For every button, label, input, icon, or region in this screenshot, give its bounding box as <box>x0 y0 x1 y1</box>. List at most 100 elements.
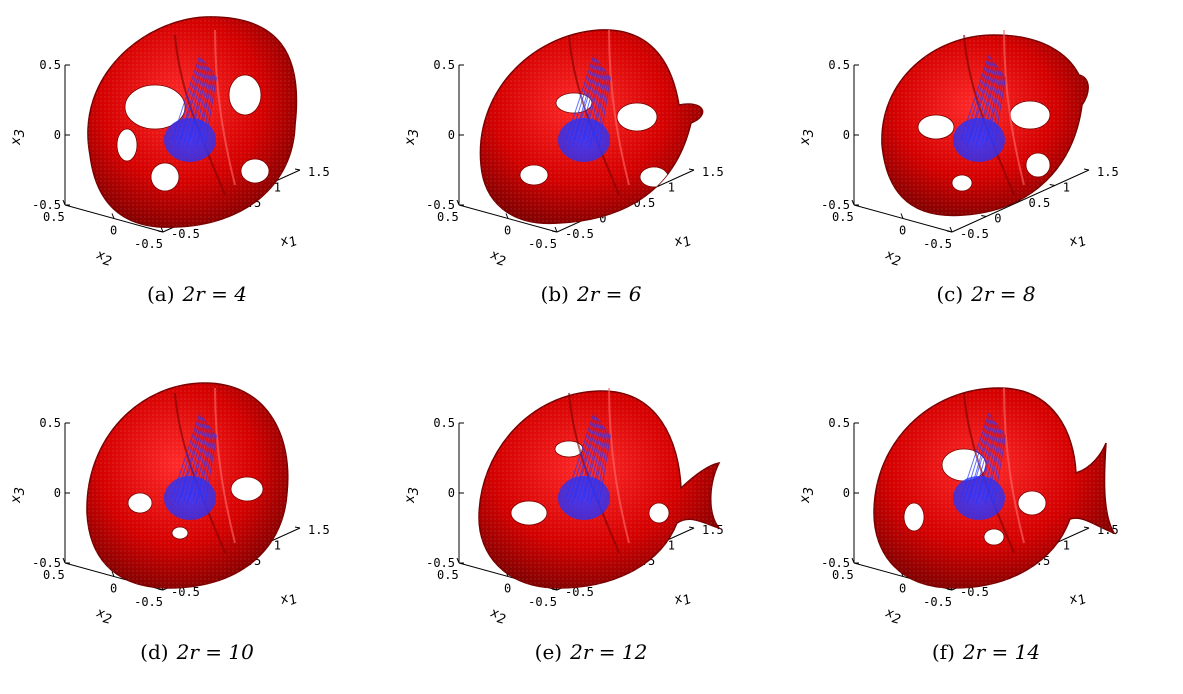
surface-ridge <box>1003 29 1025 186</box>
trajectory-streak <box>987 72 1003 141</box>
trajectory-streak <box>586 426 605 502</box>
surface-hole <box>1017 490 1047 516</box>
panel-e: 0.50-0.5x30.50-0.5x2-0.500.511.5x1(e)2r … <box>394 358 788 694</box>
trajectory-streak <box>589 70 607 147</box>
surface-hole <box>519 164 549 186</box>
trajectory-streak <box>180 60 205 141</box>
x2-tick-mark <box>949 226 953 233</box>
x3-tick-label: 0.5 <box>828 58 850 72</box>
trajectory-streak <box>972 420 996 502</box>
trajectory-streak <box>592 72 608 141</box>
subfigure-caption: (b) 2r = 6 <box>394 282 788 306</box>
panel-f: 0.50-0.5x30.50-0.5x2-0.500.511.5x1(f)2r … <box>789 358 1183 694</box>
panel-a: 0.50-0.5x30.50-0.5x2-0.500.511.5x1(a)2r … <box>0 0 394 336</box>
x1-tick-mark <box>157 230 164 233</box>
surface-hole <box>228 74 262 116</box>
x1-axis-label: x1 <box>1066 230 1088 254</box>
x1-tick-mark <box>294 168 301 171</box>
trajectory-streak <box>192 68 211 144</box>
trajectory-streak <box>969 418 994 499</box>
trajectory-streak <box>589 428 607 505</box>
trajectory <box>164 54 217 162</box>
trajectory-streak <box>963 414 991 502</box>
x3-tick-label: 0 <box>54 486 61 500</box>
trajectory-streak <box>189 66 210 141</box>
x2-tick-mark <box>554 226 558 233</box>
subfigure-caption: (a) 2r = 4 <box>0 282 394 306</box>
x3-axis-label: x3 <box>403 487 422 504</box>
x1-tick-label: 0.5 <box>1029 196 1051 210</box>
surface-hole <box>510 500 548 526</box>
x2-tick-label: 0.5 <box>43 210 65 224</box>
x2-tick-label: 0.5 <box>43 568 65 582</box>
x3-tick-label: 0 <box>843 486 850 500</box>
x2-tick-mark <box>851 557 855 564</box>
x2-axis-label: x2 <box>93 605 114 628</box>
x3-tick-label: -0.5 <box>821 556 850 570</box>
x1-tick-mark <box>981 215 987 217</box>
x2-tick-label: 0 <box>110 582 117 596</box>
subfigure-caption: (f) 2r = 14 <box>789 640 1183 664</box>
trajectory-streak <box>984 70 1002 147</box>
x1-tick-label: 1.5 <box>308 523 330 537</box>
x2-tick-mark <box>111 213 115 219</box>
x2-tick-label: -0.5 <box>528 237 557 251</box>
x2-tick-label: 0 <box>504 224 511 238</box>
trajectory-streak <box>984 428 1002 505</box>
trajectory-streak <box>571 416 598 505</box>
x1-axis-label: x1 <box>671 230 693 254</box>
x1-tick-label: 1.5 <box>702 165 724 179</box>
trajectory-streak <box>972 62 996 144</box>
x1-tick-label: 1 <box>668 539 675 553</box>
subfigure-equation: 2r = 10 <box>176 640 254 664</box>
x3-axis-label: x3 <box>9 129 28 146</box>
x3-tick-label: -0.5 <box>32 198 61 212</box>
trajectory-streak <box>960 412 990 499</box>
trajectory-streak <box>960 54 990 141</box>
panel-b: 0.5 0 -0.5 x3 0.5 0 -0.5 x2 -0.5 0 0.5 1 1.5 x1 (b) 2r … <box>394 0 788 336</box>
x1-tick-mark <box>551 230 558 233</box>
x1-tick-label: 0 <box>994 212 1001 226</box>
x2-tick-mark <box>900 213 904 219</box>
surface-ridge <box>608 387 630 544</box>
x2-tick-label: -0.5 <box>923 595 952 609</box>
subfigure-equation: 2r = 6 <box>576 282 642 306</box>
trajectory-streak <box>990 74 1005 144</box>
x1-tick-label: -0.5 <box>171 227 200 241</box>
trajectory-streak <box>595 432 610 502</box>
trajectory-streak <box>966 58 993 147</box>
surface-hole <box>917 114 955 140</box>
trajectory-streak <box>568 56 596 144</box>
x3-tick-label: 0.5 <box>39 416 61 430</box>
x2-tick-label: 0.5 <box>437 210 459 224</box>
trajectory-streak <box>574 60 599 141</box>
surface-hole <box>230 476 264 502</box>
trajectory-streak <box>987 430 1003 499</box>
x3-tick-label: 0 <box>448 128 455 142</box>
x2-tick-mark <box>456 199 460 206</box>
trajectory-streak <box>963 56 991 144</box>
subfigure-caption: (d) 2r = 10 <box>0 640 394 664</box>
x1-tick-mark <box>946 230 953 233</box>
trajectory-streak <box>204 76 217 147</box>
trajectory <box>164 412 217 520</box>
trajectory-streak <box>565 412 595 499</box>
x1-tick-mark <box>1049 184 1055 186</box>
trajectory-streak <box>598 434 611 505</box>
x2-tick-mark <box>456 557 460 564</box>
x2-tick-label: 0.5 <box>832 210 854 224</box>
x1-axis-label: x1 <box>1066 588 1088 612</box>
x1-tick-label: 1.5 <box>308 165 330 179</box>
x2-axis-label: x2 <box>487 605 508 628</box>
surface-ridge <box>608 29 630 186</box>
x3-tick-label: -0.5 <box>426 198 455 212</box>
subfigure-equation: 2r = 8 <box>971 282 1036 306</box>
surface-hole <box>124 84 186 130</box>
surface-hole <box>903 502 925 532</box>
surface-hole <box>1009 100 1051 130</box>
x1-tick-label: 1 <box>274 539 281 553</box>
x1-tick-label: -0.5 <box>960 585 989 599</box>
trajectory <box>558 54 611 162</box>
x2-axis-label: x2 <box>882 605 903 628</box>
